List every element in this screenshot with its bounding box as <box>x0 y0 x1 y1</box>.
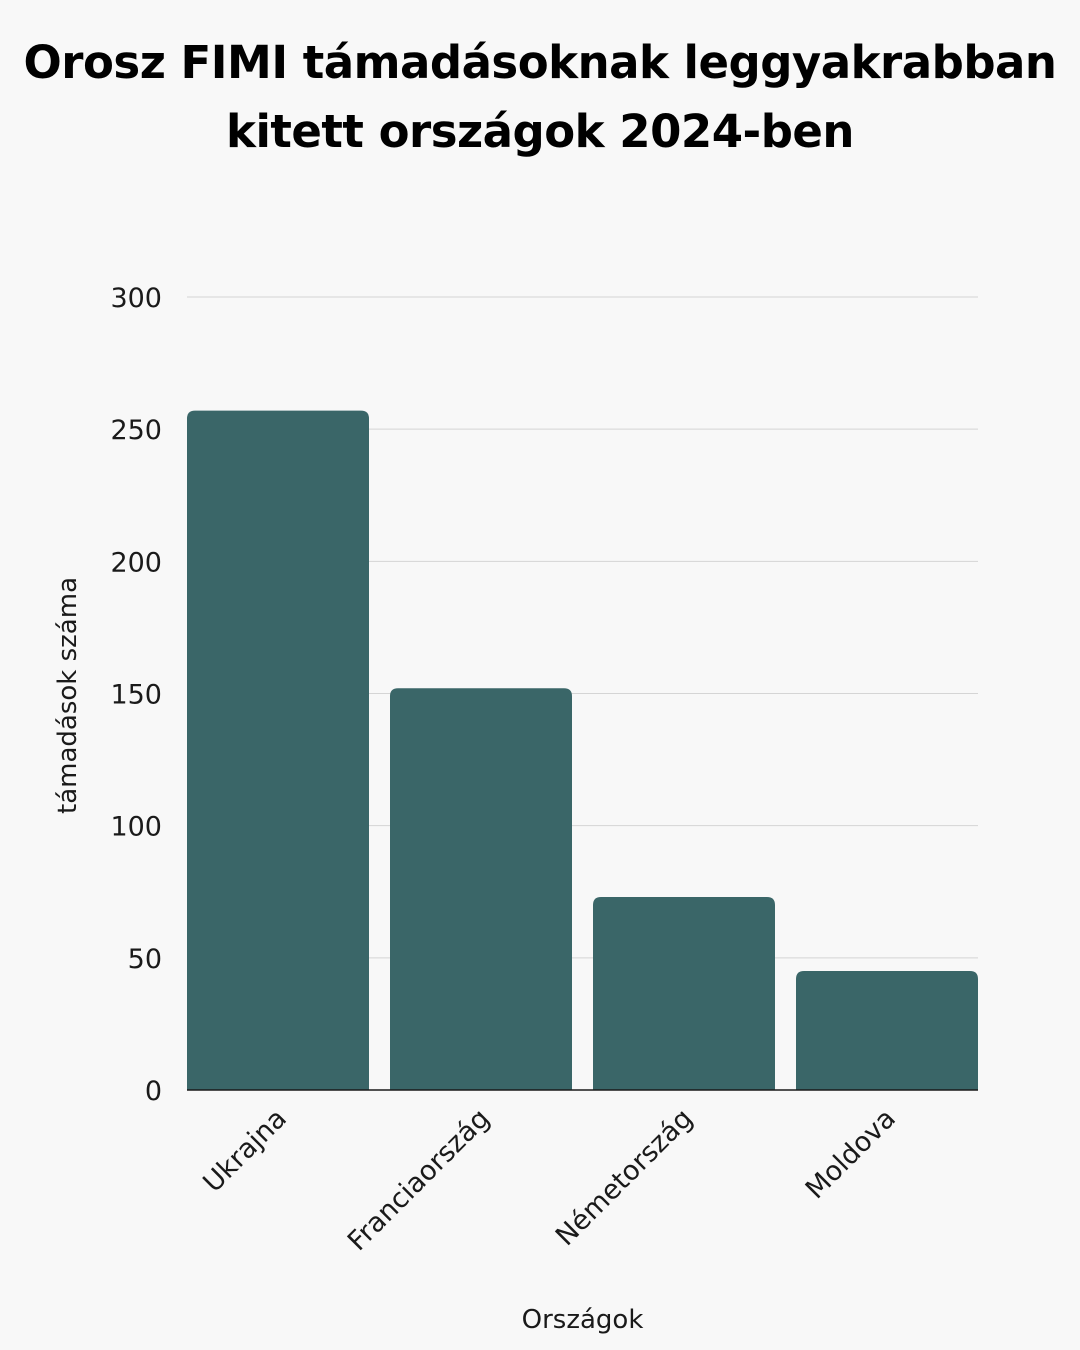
chart-title: Orosz FIMI támadásoknak leggyakrabban ki… <box>0 28 1080 166</box>
chart-title-line-2: kitett országok 2024-ben <box>226 105 854 158</box>
y-tick-label: 200 <box>110 547 162 578</box>
y-tick-label: 300 <box>110 283 162 314</box>
y-tick-label: 150 <box>110 680 162 711</box>
y-tick-label: 250 <box>110 415 162 446</box>
y-axis-tick-labels: 0 50 100 150 200 250 300 <box>110 283 162 1107</box>
x-tick-label: Moldova <box>800 1103 902 1205</box>
bars <box>187 410 978 1090</box>
x-tick-label: Németország <box>550 1103 699 1252</box>
y-axis-title: támadások száma <box>53 577 83 814</box>
bar <box>187 410 369 1090</box>
chart-title-line-1: Orosz FIMI támadásoknak leggyakrabban <box>23 36 1057 89</box>
x-tick-label: Ukrajna <box>197 1103 293 1199</box>
bar <box>796 971 978 1090</box>
y-tick-label: 0 <box>145 1076 162 1107</box>
x-axis-title: Országok <box>522 1305 644 1335</box>
y-tick-label: 100 <box>110 812 162 843</box>
y-tick-label: 50 <box>128 944 162 975</box>
x-tick-label: Franciaország <box>342 1103 496 1257</box>
bar <box>390 688 572 1090</box>
bar <box>593 897 775 1090</box>
x-axis-tick-labels: Ukrajna Franciaország Németország Moldova <box>197 1103 902 1257</box>
